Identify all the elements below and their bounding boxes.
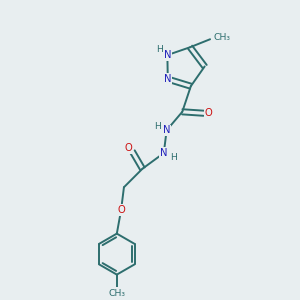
Text: O: O (117, 205, 125, 215)
Text: O: O (124, 143, 132, 153)
Text: N: N (164, 50, 171, 60)
Text: N: N (163, 125, 170, 135)
Text: H: H (156, 45, 163, 54)
Text: O: O (205, 108, 213, 118)
Text: H: H (154, 122, 161, 130)
Text: H: H (170, 153, 177, 162)
Text: CH₃: CH₃ (214, 33, 230, 42)
Text: N: N (164, 74, 172, 84)
Text: N: N (160, 148, 167, 158)
Text: CH₃: CH₃ (108, 290, 125, 298)
